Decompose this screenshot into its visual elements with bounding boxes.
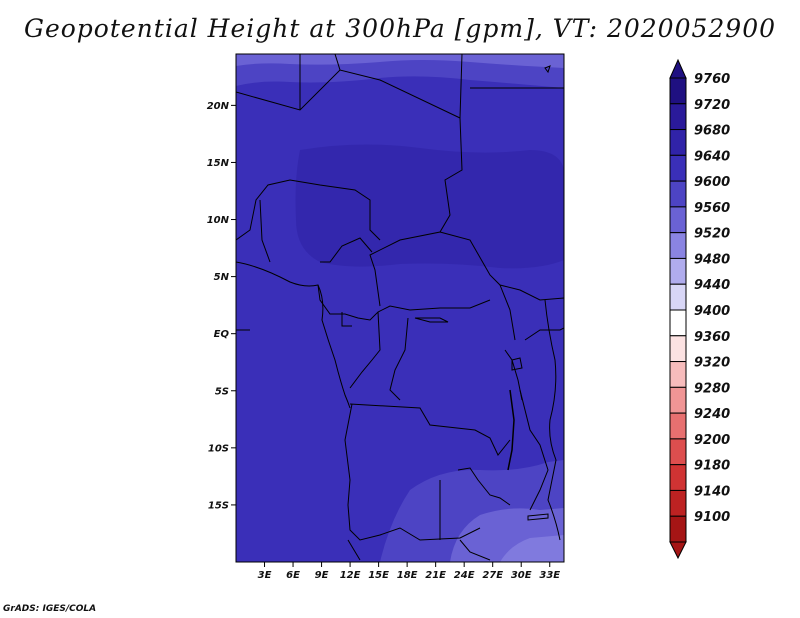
- colorbar-label: 9140: [694, 484, 730, 499]
- colorbar-swatch: [669, 412, 687, 440]
- colorbar-label: 9280: [694, 381, 730, 396]
- lon-tick-label: 21E: [425, 570, 446, 581]
- colorbar-label: 9680: [694, 124, 730, 139]
- colorbar-swatch: [669, 103, 687, 131]
- field-south-band-3: [500, 535, 564, 562]
- lon-tick-label: 9E: [315, 570, 329, 581]
- colorbar-swatch: [669, 232, 687, 259]
- lon-tick-label: 3E: [258, 570, 272, 581]
- colorbar-swatch: [669, 77, 687, 105]
- colorbar-swatch: [669, 438, 687, 466]
- lon-tick-label: 33E: [539, 570, 560, 581]
- country-borders: [236, 54, 564, 561]
- lake-shape: [414, 317, 449, 323]
- coastline-west: [236, 261, 351, 409]
- colorbar-label: 9520: [694, 227, 730, 242]
- colorbar-swatch: [669, 129, 687, 156]
- lat-tick-label: 10S: [208, 443, 229, 454]
- lon-tick-label: 6E: [286, 570, 300, 581]
- lon-tick-label: 12E: [340, 570, 361, 581]
- colorbar-swatch: [669, 515, 687, 543]
- colorbar: 9760 9720 9680 9640 9600 9560 9520 9480 9440 9400…: [669, 58, 730, 560]
- lat-tick-label: 10N: [207, 215, 230, 226]
- lon-tick-label: 15E: [368, 570, 389, 581]
- lake-shape: [544, 65, 551, 74]
- colorbar-swatch: [669, 154, 687, 182]
- colorbar-label: 9180: [694, 459, 730, 474]
- lake-shape: [507, 389, 515, 471]
- lat-tick-label: EQ: [214, 329, 230, 340]
- lon-tick-label: 18E: [397, 570, 418, 581]
- field-central-low: [295, 144, 564, 269]
- colorbar-top-arrow: [669, 58, 687, 79]
- colorbar-swatch: [669, 489, 687, 517]
- lon-tick-label: 24E: [454, 570, 475, 581]
- longitude-axis: 3E 6E 9E 12E 15E 18E 21E 24E 27E 30E 33E: [258, 562, 560, 581]
- map-field: [236, 54, 564, 562]
- colorbar-swatch: [669, 257, 687, 285]
- colorbar-label: 9760: [694, 72, 730, 87]
- colorbar-label: 9240: [694, 407, 730, 422]
- colorbar-label: 9720: [694, 98, 730, 113]
- credit-text: GrADS: IGES/COLA: [3, 604, 97, 614]
- lake-shape: [511, 357, 523, 371]
- colorbar-label: 9600: [694, 175, 730, 190]
- colorbar-label: 9100: [694, 510, 730, 525]
- lat-tick-label: 20N: [207, 101, 230, 112]
- colorbar-label: 9200: [694, 433, 730, 448]
- colorbar-swatch: [669, 464, 687, 491]
- colorbar-swatch: [669, 180, 687, 208]
- lon-tick-label: 30E: [511, 570, 532, 581]
- colorbar-swatch: [669, 335, 687, 363]
- colorbar-label: 9440: [694, 278, 730, 293]
- colorbar-label: 9640: [694, 149, 730, 164]
- colorbar-swatch: [669, 309, 687, 337]
- colorbar-label: 9480: [694, 252, 730, 267]
- latitude-axis: 20N 15N 10N 5N EQ 5S 10S 15S: [207, 101, 236, 511]
- colorbar-swatch: [669, 386, 687, 414]
- colorbar-swatch: [669, 283, 687, 311]
- colorbar-bottom-arrow: [669, 541, 687, 560]
- coastline-east: [544, 299, 561, 541]
- colorbar-swatch: [669, 361, 687, 388]
- colorbar-label: 9400: [694, 304, 730, 319]
- colorbar-label: 9320: [694, 356, 730, 371]
- lon-tick-label: 27E: [482, 570, 503, 581]
- lat-tick-label: 5N: [214, 272, 230, 283]
- map-frame: [235, 53, 565, 563]
- lat-tick-label: 15S: [208, 500, 229, 511]
- lat-tick-label: 15N: [207, 158, 230, 169]
- map-title: Geopotential Height at 300hPa [gpm], VT:…: [23, 14, 777, 43]
- colorbar-label: 9560: [694, 201, 730, 216]
- lake-shape: [527, 513, 549, 521]
- colorbar-swatch: [669, 206, 687, 234]
- lat-tick-label: 5S: [215, 386, 229, 397]
- colorbar-label: 9360: [694, 330, 730, 345]
- field-north-band-2: [236, 54, 564, 68]
